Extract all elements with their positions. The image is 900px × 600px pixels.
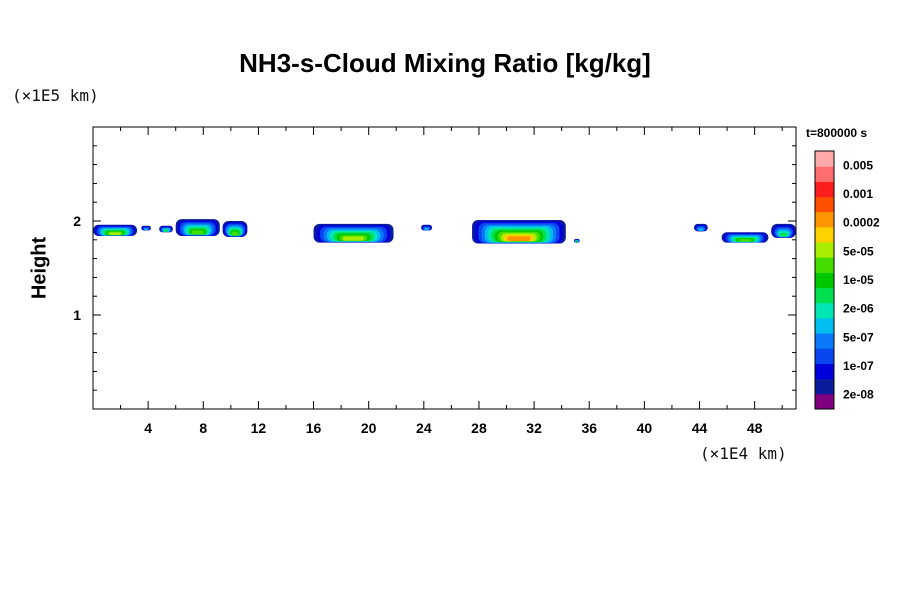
colorbar-swatch bbox=[815, 226, 834, 243]
chart-title: NH3-s-Cloud Mixing Ratio [kg/kg] bbox=[239, 48, 651, 78]
cloud-patch bbox=[721, 232, 769, 243]
colorbar-swatch bbox=[815, 302, 834, 319]
cloud-band bbox=[576, 241, 578, 243]
cloud-band bbox=[109, 232, 121, 235]
colorbar-label: 5e-05 bbox=[843, 244, 874, 258]
cloud-patch bbox=[313, 223, 394, 243]
cloud-patch bbox=[574, 238, 580, 243]
colorbar-swatch bbox=[815, 317, 834, 334]
x-tick-label: 32 bbox=[526, 420, 542, 436]
x-tick-label: 20 bbox=[361, 420, 377, 436]
cloud-band bbox=[779, 232, 788, 237]
colorbar-swatch bbox=[815, 287, 834, 304]
colorbar-swatch bbox=[815, 181, 834, 198]
colorbar-swatch bbox=[815, 272, 834, 289]
cloud-patch bbox=[93, 224, 138, 237]
cloud-patch bbox=[421, 224, 433, 231]
colorbar-swatch bbox=[815, 333, 834, 349]
x-tick-label: 24 bbox=[416, 420, 432, 436]
plot-content bbox=[93, 219, 796, 244]
x-tick-label: 36 bbox=[581, 420, 597, 436]
colorbar-label: 5e-07 bbox=[843, 330, 874, 344]
y-axis-unit: (×1E5 km) bbox=[12, 86, 99, 105]
cloud-patch bbox=[175, 219, 220, 237]
colorbar-swatch bbox=[815, 166, 834, 182]
y-tick-label: 1 bbox=[73, 307, 81, 323]
cloud-band bbox=[191, 230, 204, 235]
cloud-band bbox=[164, 229, 169, 232]
colorbar-label: 2e-06 bbox=[843, 302, 874, 316]
x-tick-label: 12 bbox=[251, 420, 267, 436]
y-tick-label: 2 bbox=[73, 213, 81, 229]
colorbar-label: 0.005 bbox=[843, 158, 873, 172]
colorbar-swatch bbox=[815, 393, 834, 410]
plot-frame bbox=[92, 126, 797, 410]
colorbar-swatch bbox=[815, 151, 834, 167]
colorbar-label: 1e-07 bbox=[843, 359, 874, 373]
colorbar-label: 0.0002 bbox=[843, 216, 880, 230]
colorbar-swatch bbox=[815, 257, 834, 273]
cloud-band bbox=[698, 228, 704, 231]
cloud-patch bbox=[693, 223, 708, 232]
time-label: t=800000 s bbox=[806, 126, 868, 140]
cloud-patch bbox=[141, 225, 151, 231]
cloud-band bbox=[507, 236, 531, 241]
cloud-patch bbox=[472, 220, 566, 244]
cloud-patch bbox=[159, 225, 173, 233]
colorbar-label: 1e-05 bbox=[843, 273, 874, 287]
colorbar-swatch bbox=[815, 378, 834, 395]
colorbar-label: 2e-08 bbox=[843, 388, 874, 402]
x-tick-label: 8 bbox=[199, 420, 207, 436]
x-tick-label: 40 bbox=[637, 420, 653, 436]
colorbar-swatch bbox=[815, 348, 834, 364]
cloud-band bbox=[144, 228, 148, 230]
cloud-band bbox=[343, 236, 364, 241]
x-tick-label: 4 bbox=[144, 420, 152, 436]
cloud-band bbox=[424, 228, 429, 230]
cloud-band bbox=[231, 231, 239, 236]
x-axis-unit: (×1E4 km) bbox=[700, 444, 787, 463]
cloud-band bbox=[738, 239, 752, 242]
colorbar-label: 0.001 bbox=[843, 187, 873, 201]
colorbar-frame bbox=[814, 150, 835, 410]
colorbar-swatch bbox=[815, 196, 834, 213]
x-tick-label: 28 bbox=[471, 420, 487, 436]
colorbar-swatch bbox=[815, 363, 834, 380]
colorbar-swatch bbox=[815, 211, 834, 228]
x-tick-label: 16 bbox=[306, 420, 322, 436]
colorbar-swatch bbox=[815, 242, 834, 258]
x-tick-label: 48 bbox=[747, 420, 763, 436]
colorbar: 0.005 0.001 0.0002 5e-05 1e-05 2e-06 5e-07 1e-0… bbox=[814, 150, 880, 410]
cloud-patch bbox=[222, 221, 248, 237]
cloud-patch bbox=[771, 223, 796, 238]
x-tick-label: 44 bbox=[692, 420, 708, 436]
